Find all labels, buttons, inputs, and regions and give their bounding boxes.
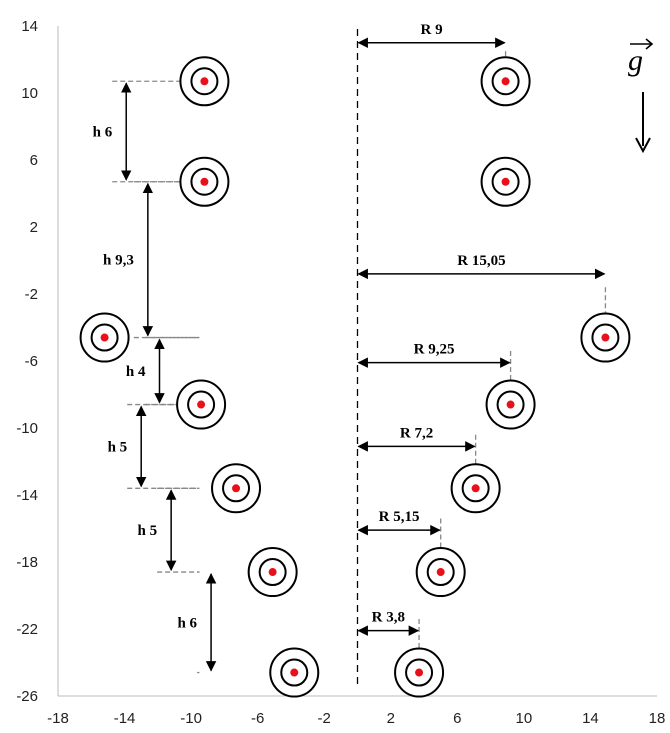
down-arrow-icon (635, 137, 651, 154)
x-tick-label: 6 (453, 710, 461, 727)
gravity-label: g (628, 44, 643, 77)
x-tick-label: 10 (516, 710, 533, 727)
inner-ring (491, 67, 520, 96)
left-target-marker (176, 379, 227, 430)
x-tick-label: 14 (582, 710, 599, 727)
right-target-marker (415, 547, 466, 598)
x-tick-label: 18 (649, 710, 666, 727)
center-dot (506, 400, 515, 409)
height-annotations: h 6 h 9,3 h 4 h 5 h 5 h 6 (93, 82, 217, 672)
y-tick-label: -14 (16, 487, 38, 504)
y-tick-label: 2 (30, 219, 38, 236)
inner-ring (222, 474, 251, 503)
right-target-marker (485, 379, 536, 430)
inner-ring (90, 323, 119, 352)
center-dot (268, 568, 277, 577)
radius-label: R 9,25 (414, 342, 455, 358)
center-dot (200, 77, 209, 86)
y-tick-label: 6 (30, 152, 38, 169)
height-label: h 6 (177, 615, 197, 631)
center-dot (100, 333, 109, 342)
x-tick-label: -18 (47, 710, 69, 727)
y-tick-label: -6 (25, 353, 38, 370)
center-dot (290, 668, 299, 677)
radius-label: R 7,2 (400, 425, 433, 441)
center-dot (501, 77, 510, 86)
right-target-marker (450, 463, 501, 514)
inner-ring (190, 167, 219, 196)
gravity-indicator: g (628, 38, 654, 154)
y-tick-label: 14 (21, 18, 38, 35)
y-tick-label: -2 (25, 286, 38, 303)
x-tick-label: -2 (318, 710, 331, 727)
center-dot (436, 568, 445, 577)
center-dot (197, 400, 206, 409)
inner-ring (405, 658, 434, 687)
x-tick-label: -10 (180, 710, 202, 727)
radius-label: R 9 (420, 22, 442, 38)
height-label: h 5 (138, 523, 158, 539)
radius-annotations: R 9 R 15,05 R 9,25 R 7,2 R 5,15 R 3,8 (357, 22, 606, 636)
center-dot (415, 668, 424, 677)
inner-ring (280, 658, 309, 687)
left-target-marker (247, 547, 298, 598)
inner-ring (491, 167, 520, 196)
radius-label: R 3,8 (372, 610, 405, 626)
left-target-marker (179, 56, 230, 107)
inner-ring (426, 558, 455, 587)
inner-ring (591, 323, 620, 352)
x-tick-label: 2 (387, 710, 395, 727)
left-target-marker (211, 463, 262, 514)
height-label: h 6 (93, 125, 113, 141)
inner-ring (496, 390, 525, 419)
right-target-marker (394, 647, 445, 698)
left-target-marker (179, 156, 230, 207)
radius-label: R 5,15 (379, 509, 420, 525)
chart-axes (57, 26, 657, 697)
inner-ring (461, 474, 490, 503)
height-label: h 4 (126, 364, 146, 380)
tick-labels: -18 -14 -10 -6 -2 2 6 10 14 18141062-2-6-10-14-18… (16, 18, 665, 727)
data-points (79, 56, 631, 698)
guide-lines (112, 51, 607, 674)
left-target-marker (269, 647, 320, 698)
height-label: h 5 (108, 439, 128, 455)
vector-arrowhead-icon (645, 38, 654, 50)
height-label: h 9,3 (103, 253, 134, 269)
right-target-marker (480, 56, 531, 107)
inner-ring (187, 390, 216, 419)
inner-ring (190, 67, 219, 96)
center-dot (601, 333, 610, 342)
y-tick-label: -10 (16, 420, 38, 437)
center-dot (232, 484, 241, 493)
center-dot (200, 177, 209, 186)
y-tick-label: -26 (16, 688, 38, 705)
left-target-marker (79, 312, 130, 363)
x-tick-label: -6 (251, 710, 264, 727)
y-tick-label: -22 (16, 621, 38, 638)
inner-ring (258, 558, 287, 587)
center-dot (501, 177, 510, 186)
right-target-marker (480, 156, 531, 207)
y-tick-label: -18 (16, 554, 38, 571)
right-target-marker (580, 312, 631, 363)
center-dot (471, 484, 480, 493)
y-tick-label: 10 (21, 85, 38, 102)
radius-label: R 15,05 (457, 253, 505, 269)
x-tick-label: -14 (114, 710, 136, 727)
